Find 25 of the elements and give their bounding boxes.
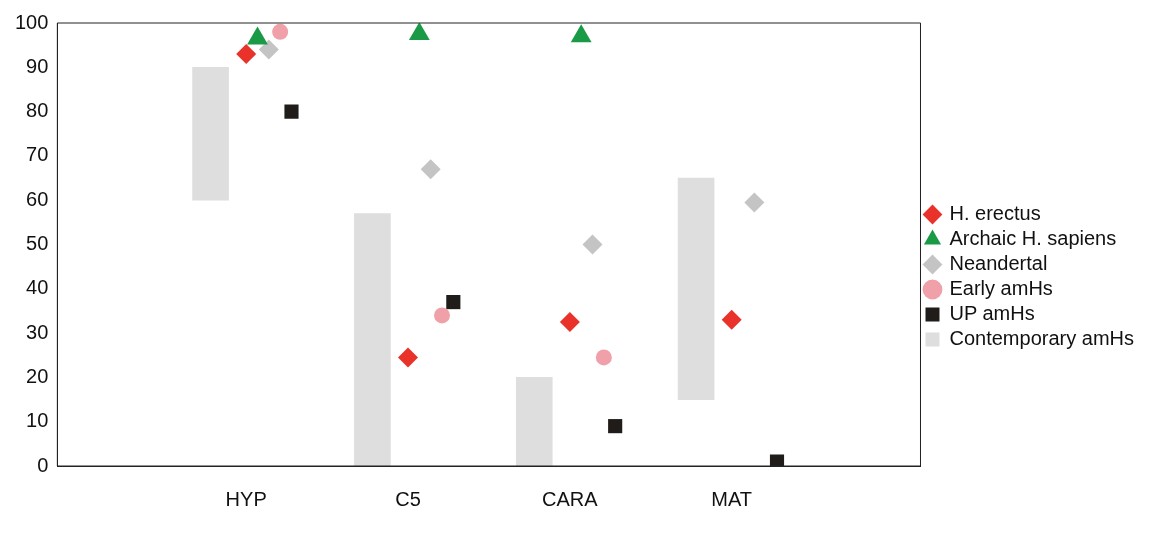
x-tick-label: CARA: [542, 487, 599, 510]
y-tick-label: 0: [37, 453, 49, 476]
legend-label: H. erectus: [949, 202, 1041, 225]
legend-label: Archaic H. sapiens: [949, 227, 1117, 250]
x-tick-label: C5: [395, 487, 421, 510]
y-tick-label: 30: [26, 320, 49, 343]
y-tick-label: 50: [26, 232, 49, 255]
y-tick-label: 10: [26, 409, 49, 432]
x-tick-label: HYP: [225, 487, 267, 510]
y-tick-label: 90: [26, 54, 49, 77]
bar: [354, 213, 391, 466]
y-tick-label: 60: [26, 187, 49, 210]
legend-label: UP amHs: [949, 302, 1035, 325]
y-tick-label: 40: [26, 276, 49, 299]
y-tick-label: 100: [14, 10, 49, 33]
legend-label: Neandertal: [949, 252, 1048, 275]
bar: [192, 66, 229, 201]
x-tick-label: MAT: [711, 487, 753, 510]
y-tick-label: 20: [26, 364, 49, 387]
bar: [677, 177, 715, 400]
legend-label: Early amHs: [949, 277, 1053, 300]
bar: [515, 377, 553, 466]
legend-label: Contemporary amHs: [949, 327, 1135, 350]
y-tick-label: 80: [26, 99, 49, 122]
y-tick-label: 70: [26, 143, 49, 166]
